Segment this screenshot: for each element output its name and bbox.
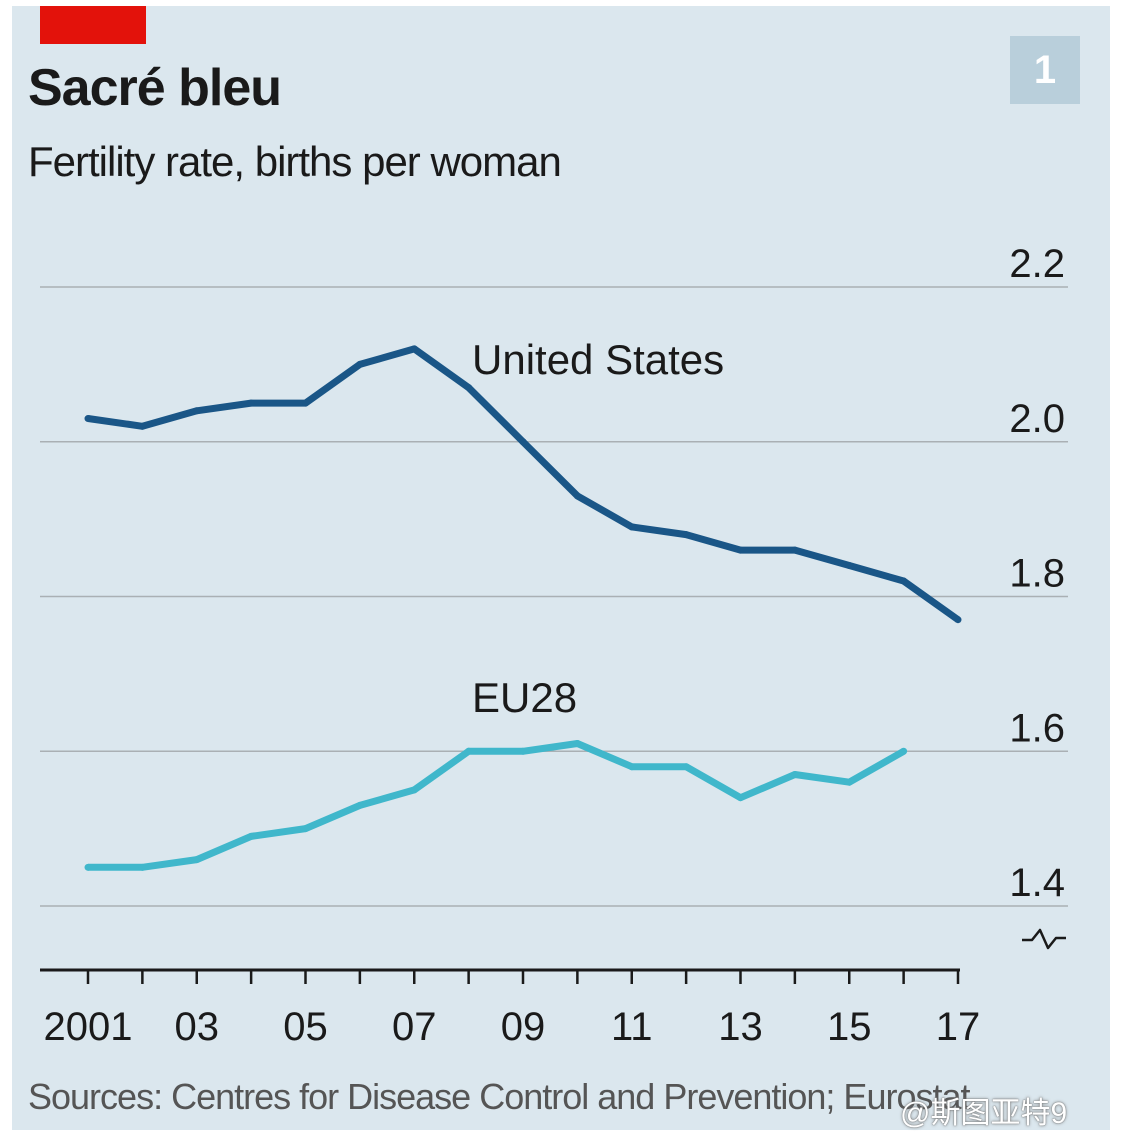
x-tick-label: 13 bbox=[718, 1005, 763, 1049]
y-tick-label: 1.8 bbox=[1009, 552, 1065, 596]
y-tick-label: 1.6 bbox=[1009, 706, 1065, 750]
chart-title: Sacré bleu bbox=[28, 59, 282, 117]
chart-subtitle: Fertility rate, births per woman bbox=[28, 138, 562, 185]
x-tick-label: 07 bbox=[392, 1005, 437, 1049]
data-point bbox=[573, 740, 581, 748]
y-tick-label: 2.2 bbox=[1009, 242, 1065, 286]
data-point bbox=[138, 422, 146, 430]
source-note: Sources: Centres for Disease Control and… bbox=[28, 1076, 970, 1117]
axis-break-icon bbox=[1022, 928, 1066, 950]
data-point bbox=[247, 832, 255, 840]
data-point bbox=[356, 360, 364, 368]
y-tick-label: 1.4 bbox=[1009, 861, 1065, 905]
data-point bbox=[791, 546, 799, 554]
data-point bbox=[900, 577, 908, 585]
data-point bbox=[193, 407, 201, 415]
data-point bbox=[84, 863, 92, 871]
data-point bbox=[247, 399, 255, 407]
x-tick-label: 03 bbox=[175, 1005, 220, 1049]
x-tick-label: 11 bbox=[611, 1005, 653, 1049]
data-point bbox=[465, 747, 473, 755]
x-tick-label: 17 bbox=[936, 1005, 981, 1049]
x-tick-label: 05 bbox=[283, 1005, 328, 1049]
data-point bbox=[954, 616, 962, 624]
y-tick-label: 2.0 bbox=[1009, 397, 1065, 441]
data-point bbox=[791, 770, 799, 778]
data-point bbox=[845, 562, 853, 570]
data-point bbox=[356, 801, 364, 809]
data-point bbox=[302, 825, 309, 833]
data-point bbox=[628, 523, 636, 531]
data-point bbox=[519, 747, 527, 755]
red-tag-icon bbox=[40, 6, 146, 44]
x-tick-label: 09 bbox=[501, 1005, 546, 1049]
series-line-united-states bbox=[87, 345, 961, 623]
x-tick-label: 2001 bbox=[44, 1005, 133, 1049]
data-point bbox=[519, 438, 527, 446]
data-point bbox=[410, 345, 418, 353]
data-point bbox=[682, 763, 690, 771]
chart-panel: 1 bbox=[12, 6, 1110, 1130]
series-line-eu28 bbox=[88, 740, 906, 871]
watermark: @斯图亚特9 bbox=[900, 1097, 1068, 1130]
data-point bbox=[84, 415, 92, 423]
data-point bbox=[302, 399, 309, 407]
data-point bbox=[465, 384, 473, 392]
data-point bbox=[845, 778, 853, 786]
data-point bbox=[573, 492, 581, 500]
data-point bbox=[628, 763, 636, 771]
series-label: EU28 bbox=[472, 674, 577, 721]
data-point bbox=[138, 863, 146, 871]
chart-number-badge: 1 bbox=[1010, 36, 1080, 104]
x-tick-label: 15 bbox=[827, 1005, 872, 1049]
data-point bbox=[682, 531, 690, 539]
data-point bbox=[737, 794, 744, 802]
series-label: United States bbox=[472, 336, 724, 383]
data-point bbox=[410, 786, 418, 794]
data-point bbox=[737, 546, 744, 554]
data-point bbox=[193, 856, 201, 864]
data-point bbox=[900, 747, 908, 755]
